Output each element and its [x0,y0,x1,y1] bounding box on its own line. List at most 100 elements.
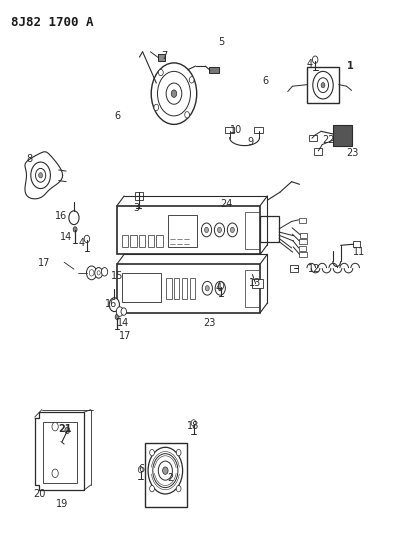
Bar [122,235,128,247]
Circle shape [39,173,43,178]
Circle shape [214,223,225,237]
Bar [122,273,161,302]
Bar [299,252,307,257]
Bar [225,126,233,133]
Circle shape [171,90,177,98]
Circle shape [163,467,168,474]
Text: 15: 15 [111,271,123,281]
Bar [245,270,260,308]
Circle shape [191,419,196,426]
Text: 4: 4 [306,59,312,69]
Bar [333,125,352,146]
Circle shape [166,83,182,104]
Text: 22: 22 [323,135,335,146]
Circle shape [109,298,119,312]
Bar [252,279,263,288]
Text: 4: 4 [215,283,221,293]
Bar [299,217,306,223]
Bar [260,216,279,241]
Bar [145,443,187,507]
Circle shape [230,227,234,232]
Circle shape [154,104,159,111]
Circle shape [87,266,97,280]
Bar [299,239,307,244]
Circle shape [318,78,329,93]
Bar [148,235,154,247]
Text: 6: 6 [139,464,145,474]
Bar [190,278,195,300]
Circle shape [73,227,77,232]
Bar [300,232,307,238]
Text: 6: 6 [262,76,268,86]
Circle shape [151,63,197,124]
Text: 13: 13 [249,278,261,288]
Bar [314,148,322,155]
Circle shape [36,168,46,182]
Bar [158,54,165,61]
Circle shape [205,227,209,232]
Circle shape [215,281,226,295]
Text: 2: 2 [167,473,173,482]
Bar [245,212,260,249]
Text: 1: 1 [347,61,354,71]
Text: 21: 21 [58,424,71,434]
Circle shape [84,235,90,243]
Circle shape [321,83,325,88]
Bar [299,246,306,251]
Bar [139,235,145,247]
Circle shape [313,71,333,99]
Circle shape [69,211,79,224]
Text: 16: 16 [55,211,68,221]
Bar [43,422,77,483]
Bar [166,278,171,300]
Circle shape [52,469,58,478]
Text: 8: 8 [26,155,33,164]
Text: 20: 20 [34,489,46,499]
Circle shape [158,69,163,76]
Bar [290,265,297,272]
Text: 17: 17 [38,258,50,268]
Circle shape [115,314,119,319]
Bar [130,235,137,247]
Text: 4: 4 [79,238,85,248]
Text: 17: 17 [119,332,131,342]
Bar [117,206,260,254]
Circle shape [138,466,143,473]
Circle shape [52,422,58,431]
Bar [307,67,339,103]
Circle shape [205,286,209,291]
Circle shape [65,427,70,433]
Text: 6: 6 [114,111,120,121]
Circle shape [150,486,154,492]
Text: 18: 18 [188,421,200,431]
Circle shape [218,227,222,232]
Text: 12: 12 [308,264,321,273]
Circle shape [158,71,190,116]
Bar [168,215,198,247]
Circle shape [218,286,222,291]
Bar [353,241,360,247]
Bar [156,235,163,247]
Text: 3: 3 [134,203,140,213]
Circle shape [201,223,212,237]
Circle shape [158,461,172,480]
Text: 23: 23 [347,148,359,158]
Circle shape [202,281,213,295]
Text: 10: 10 [230,125,242,135]
Bar [309,135,317,141]
Circle shape [218,282,224,289]
Text: 19: 19 [56,499,68,509]
Circle shape [97,271,100,275]
Circle shape [227,223,237,237]
Bar [254,126,263,133]
Text: 24: 24 [221,199,233,209]
Circle shape [150,449,154,456]
Circle shape [95,268,103,278]
Text: 14: 14 [60,232,72,242]
Bar [117,264,260,313]
Text: 23: 23 [203,318,215,328]
Circle shape [89,270,94,276]
Bar [209,67,220,74]
Circle shape [121,308,126,316]
Bar [174,278,179,300]
